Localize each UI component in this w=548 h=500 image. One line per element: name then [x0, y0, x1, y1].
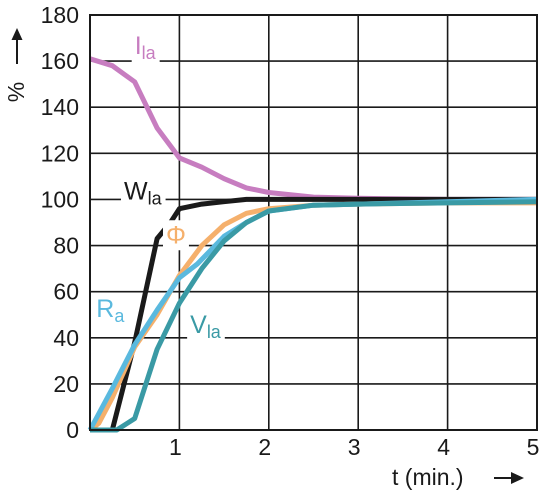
x-tick-label: 2	[258, 434, 271, 460]
series-label-background	[120, 176, 166, 210]
series-label: Ra	[96, 295, 125, 326]
x-tick-label: 1	[169, 434, 182, 460]
y-axis-label: %	[3, 82, 29, 102]
y-tick-label: 100	[41, 186, 79, 212]
x-axis-arrowhead-icon	[511, 472, 524, 484]
series-label: Ila	[135, 32, 157, 63]
series-label-background	[162, 220, 189, 251]
series-label: Φ	[166, 221, 186, 249]
series-label-background	[131, 31, 160, 65]
y-tick-label: 40	[53, 325, 79, 351]
series-label-background	[187, 310, 225, 344]
grid	[90, 15, 537, 430]
x-tick-label: 4	[437, 434, 450, 460]
x-tick-label: 5	[527, 434, 540, 460]
y-axis-title: %	[3, 28, 29, 102]
y-tick-label: 160	[41, 48, 79, 74]
y-tick-label: 60	[53, 279, 79, 305]
y-tick-label: 140	[41, 94, 79, 120]
x-tick-label: 3	[348, 434, 361, 460]
y-tick-label: 120	[41, 140, 79, 166]
y-tick-label: 80	[53, 233, 79, 259]
y-axis-arrowhead-icon	[11, 28, 23, 40]
series-line-4	[90, 199, 538, 433]
y-tick-label: 0	[66, 417, 79, 443]
series-line-3	[87, 196, 538, 432]
series-label: Wla	[124, 177, 163, 208]
y-tick-label: 180	[41, 2, 79, 28]
x-axis-title: t (min.)	[392, 464, 524, 490]
y-axis-ticks: 0 20 40 60 80 100 120 140 160 180	[41, 2, 79, 443]
x-axis-label: t (min.)	[392, 464, 464, 490]
series-label: Vla	[190, 311, 222, 342]
series-label-background	[93, 294, 129, 328]
series-lines	[87, 56, 538, 433]
y-tick-label: 20	[53, 371, 79, 397]
plot-frame	[89, 14, 538, 431]
x-axis-ticks: 1 2 3 4 5	[169, 434, 539, 460]
